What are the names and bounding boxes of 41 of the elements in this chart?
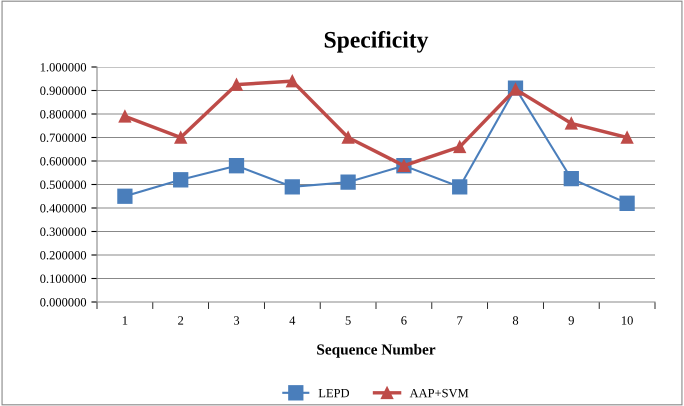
x-tick-label: 5	[346, 316, 351, 325]
x-tick-label: 9	[568, 316, 574, 325]
point	[230, 78, 243, 91]
x-tick-label: 3	[234, 316, 240, 325]
x-tick-label: 8	[512, 316, 518, 325]
chart-title: Specificity	[324, 30, 428, 53]
x-tick-label: 10	[622, 316, 633, 325]
point	[173, 172, 188, 188]
y-tick-label: 0.000000	[40, 298, 86, 307]
point	[619, 196, 635, 211]
legend-label: AAP+SVM	[410, 388, 468, 398]
y-tick-label: 0.900000	[40, 86, 86, 96]
point	[452, 179, 468, 194]
point	[342, 131, 354, 144]
y-tick-label: 0.600000	[40, 157, 86, 166]
x-tick-label: 7	[457, 316, 462, 325]
y-tick-label: 0.300000	[40, 228, 86, 236]
point	[564, 170, 579, 186]
x-tick-label: 2	[178, 316, 184, 325]
x-tick-label: 1	[122, 316, 128, 325]
point	[453, 140, 466, 154]
point	[620, 131, 634, 144]
y-tick-label: 0.700000	[40, 134, 86, 142]
point	[284, 179, 300, 194]
point	[340, 174, 356, 190]
legend-label: LEPD	[318, 389, 350, 398]
y-tick-label: 0.100000	[40, 274, 86, 284]
point	[118, 110, 132, 123]
x-axis-title: Sequence Number	[317, 344, 436, 358]
y-tick-label: 0.800000	[40, 110, 86, 119]
x-tick-label: 4	[289, 316, 296, 325]
y-tick-label: 0.500000	[40, 180, 86, 190]
point	[228, 158, 244, 174]
y-tick-label: 0.200000	[40, 251, 86, 260]
x-tick-label: 6	[401, 316, 407, 325]
point	[286, 74, 299, 88]
point	[117, 188, 133, 204]
y-tick-label: 0.400000	[40, 204, 86, 213]
y-tick-label: 1.000000	[40, 63, 86, 72]
point	[565, 117, 578, 130]
point	[174, 131, 187, 144]
